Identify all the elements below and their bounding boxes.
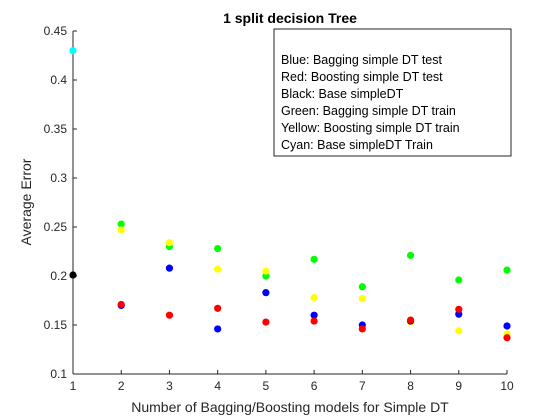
legend-entry: Cyan: Base simpleDT Train — [281, 138, 433, 152]
x-tick-label: 4 — [214, 379, 221, 393]
y-tick-label: 0.2 — [50, 269, 67, 283]
y-tick-label: 0.15 — [44, 318, 68, 332]
ticks: 1 2 3 4 5 6 7 8 9 10 0.1 0.15 0.2 0.25 0.3 0.35 0.4 0.45 — [44, 24, 514, 393]
data-point — [310, 255, 318, 263]
data-point — [214, 304, 222, 312]
data-point — [165, 311, 174, 319]
data-point — [214, 265, 222, 273]
data-point — [310, 317, 318, 325]
legend-box — [273, 28, 512, 157]
legend-entry: Red: Boosting simple DT test — [281, 70, 443, 84]
data-point — [262, 318, 270, 326]
data-point — [455, 327, 463, 335]
y-tick-label: 0.1 — [50, 367, 67, 381]
y-tick-label: 0.45 — [44, 24, 68, 38]
y-axis-label: Average Error — [18, 158, 34, 245]
data-point — [310, 293, 318, 302]
x-tick-label: 6 — [311, 379, 318, 393]
data-point — [214, 325, 222, 333]
legend: Blue: Bagging simple DT test Red: Boosti… — [273, 28, 512, 157]
y-tick-label: 0.35 — [44, 122, 68, 136]
y-tick-label: 0.3 — [50, 171, 67, 185]
y-tick-label: 0.25 — [44, 220, 68, 234]
data-point — [262, 267, 270, 275]
data-point — [358, 325, 366, 333]
legend-entry: Black: Base simpleDT — [281, 87, 404, 101]
data-point — [455, 305, 463, 313]
x-tick-label: 3 — [166, 379, 173, 393]
data-point — [117, 300, 125, 309]
x-tick-label: 5 — [263, 379, 270, 393]
x-tick-label: 2 — [118, 379, 125, 393]
x-axis-label: Number of Bagging/Boosting models for Si… — [131, 399, 449, 415]
legend-entry: Green: Bagging simple DT train — [281, 104, 456, 118]
data-point — [358, 283, 366, 291]
x-tick-label: 10 — [500, 379, 514, 393]
data-point — [69, 271, 77, 279]
data-point — [358, 294, 366, 303]
data-points — [69, 47, 511, 342]
x-tick-label: 9 — [455, 379, 462, 393]
data-point — [503, 322, 511, 330]
x-tick-label: 7 — [359, 379, 366, 393]
data-point — [117, 220, 125, 228]
legend-entry: Yellow: Boosting simple DT train — [281, 121, 460, 135]
chart-title: 1 split decision Tree — [223, 10, 357, 26]
x-tick-label: 8 — [407, 379, 414, 393]
axes — [72, 31, 507, 375]
x-tick-label: 1 — [70, 379, 77, 393]
data-point — [406, 316, 415, 324]
data-point — [117, 226, 125, 234]
data-point — [455, 276, 463, 284]
data-point — [406, 251, 415, 260]
data-point — [214, 244, 222, 253]
data-point — [165, 239, 174, 247]
data-point — [503, 266, 511, 274]
legend-entry: Blue: Bagging simple DT test — [281, 53, 442, 67]
data-point — [503, 334, 511, 342]
data-point — [69, 47, 77, 55]
data-point — [310, 311, 318, 319]
data-point — [165, 264, 174, 272]
data-point — [262, 289, 270, 297]
y-tick-label: 0.4 — [50, 73, 67, 87]
